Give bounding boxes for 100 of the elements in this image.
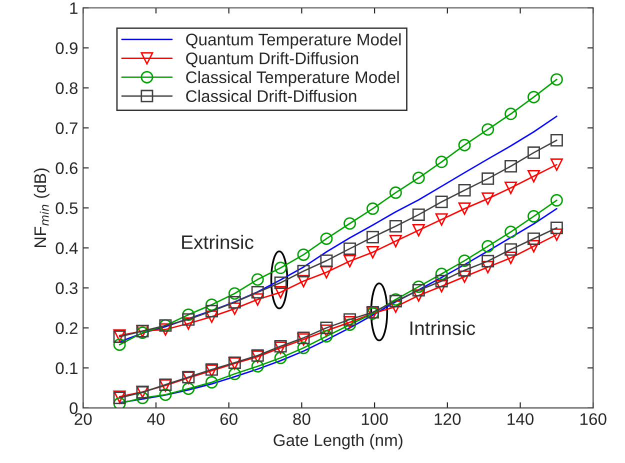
point [320, 232, 333, 245]
point [274, 352, 287, 364]
point [504, 160, 518, 173]
point [251, 360, 264, 373]
point [482, 260, 494, 274]
point [482, 192, 494, 205]
point [366, 230, 379, 244]
point [182, 313, 195, 326]
point [344, 242, 356, 255]
point [297, 264, 310, 278]
point [251, 286, 264, 299]
point [550, 158, 563, 171]
y-tick-label: 0.3 [56, 282, 78, 294]
point [320, 254, 333, 267]
point [274, 286, 287, 299]
point [458, 138, 471, 152]
point [504, 226, 518, 238]
x-tick-label: 160 [580, 413, 606, 426]
point [482, 123, 494, 136]
point [458, 184, 471, 197]
point [205, 376, 218, 389]
point [389, 234, 402, 248]
point [550, 73, 563, 86]
point [320, 330, 333, 343]
point [228, 287, 241, 300]
point [550, 194, 563, 207]
point [344, 254, 356, 268]
point [504, 252, 518, 264]
point [435, 156, 448, 168]
point [228, 368, 241, 380]
y-tick-label: 1 [70, 2, 78, 14]
x-tick-label: 120 [434, 413, 461, 426]
point [550, 228, 563, 241]
point [297, 248, 310, 261]
point [344, 313, 356, 326]
point [366, 246, 379, 259]
point [482, 172, 494, 185]
point [458, 270, 471, 283]
x-tick-label: 60 [220, 413, 238, 426]
y-tick-label: 0.5 [56, 202, 78, 214]
point [228, 302, 241, 315]
y-tick-label: 0.9 [56, 42, 78, 54]
point [550, 134, 563, 147]
point [113, 338, 126, 351]
x-tick-label: 40 [147, 413, 165, 426]
point [251, 273, 264, 286]
x-tick-label: 140 [508, 413, 534, 426]
point [412, 224, 425, 237]
x-axis-title: Gate Length (nm) [274, 434, 402, 450]
point [504, 243, 518, 256]
y-tick-label: 0 [70, 402, 78, 414]
point [527, 90, 540, 104]
point [435, 196, 448, 208]
annotation: Intrinsic [410, 320, 476, 336]
point [228, 296, 241, 309]
point [251, 293, 264, 306]
point [458, 202, 471, 215]
x-tick-label: 20 [74, 413, 92, 426]
point [320, 324, 333, 337]
point [482, 240, 494, 253]
point [527, 240, 540, 253]
point [182, 382, 195, 395]
point [412, 208, 425, 221]
legend-label: Quantum Drift-Diffusion [186, 52, 358, 68]
point [412, 284, 425, 297]
point [205, 298, 218, 311]
point [182, 308, 195, 321]
point [182, 317, 195, 330]
point [389, 220, 402, 233]
y-tick-label: 0.2 [56, 322, 78, 334]
point [527, 232, 540, 245]
y-tick-label: 0.8 [56, 82, 78, 94]
x-tick-label: 100 [362, 413, 388, 426]
point [320, 266, 333, 279]
point [113, 397, 126, 408]
point [458, 254, 471, 267]
point [435, 268, 448, 280]
point [389, 186, 402, 199]
point [527, 210, 540, 223]
point [159, 323, 172, 336]
point [205, 304, 218, 318]
point [504, 182, 518, 194]
point [274, 276, 287, 289]
point [482, 254, 494, 268]
point [527, 170, 540, 183]
point [320, 322, 333, 334]
point [344, 217, 356, 230]
y-tick-label: 0.6 [56, 162, 78, 174]
legend-label: Classical Drift-Diffusion [186, 90, 356, 102]
point [274, 262, 287, 274]
point [458, 264, 471, 277]
point [205, 310, 218, 323]
point [366, 202, 379, 215]
point [136, 392, 149, 404]
point [435, 280, 448, 293]
point [527, 146, 540, 159]
point [435, 213, 448, 226]
y-tick-label: 0.1 [56, 362, 78, 374]
x-tick-label: 80 [293, 413, 310, 426]
point [504, 108, 518, 120]
